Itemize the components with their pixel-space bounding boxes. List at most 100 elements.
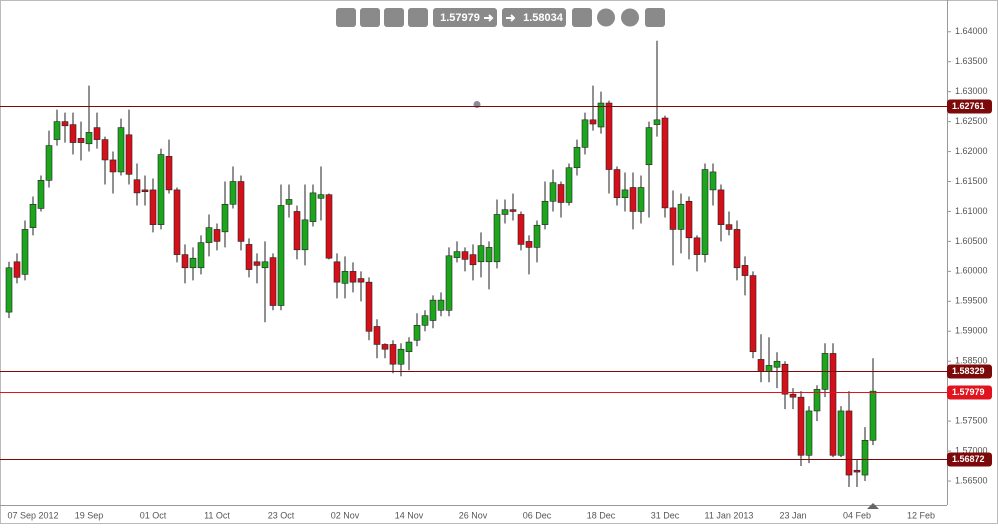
- candle-body: [5, 267, 13, 313]
- candle-body: [13, 261, 21, 278]
- candle-body: [237, 181, 245, 242]
- facebook-button[interactable]: [597, 8, 615, 27]
- candle-body: [789, 393, 797, 398]
- period-button[interactable]: [384, 8, 404, 27]
- candle-body: [189, 257, 197, 269]
- print-button[interactable]: [645, 8, 665, 27]
- candle-body: [749, 275, 757, 352]
- candle-body: [197, 242, 205, 269]
- candle-body: [125, 134, 133, 175]
- candle-body: [709, 171, 717, 191]
- x-tick-label: 07 Sep 2012: [7, 510, 58, 520]
- candle-body: [525, 241, 533, 248]
- level-label: 1.57979: [952, 387, 985, 397]
- candle-body: [141, 189, 149, 192]
- candle-button[interactable]: [408, 8, 428, 27]
- x-tick-label: 23 Jan: [779, 510, 806, 520]
- candle-body: [349, 271, 357, 283]
- x-tick-label: 11 Oct: [204, 510, 230, 520]
- candle-body: [45, 145, 53, 181]
- candle-body: [397, 348, 405, 365]
- candle-body: [293, 211, 301, 251]
- candle-body: [37, 180, 45, 209]
- candle-body: [373, 326, 381, 345]
- candle-body: [325, 194, 333, 259]
- candle-body: [261, 261, 269, 269]
- candle-body: [77, 138, 85, 143]
- y-tick-label: 1.62000: [955, 146, 988, 156]
- candle-body: [101, 139, 109, 161]
- candle-body: [845, 410, 853, 476]
- candle-body: [301, 219, 309, 251]
- candle-body: [621, 189, 629, 198]
- list-button[interactable]: [572, 8, 592, 27]
- zoom-button[interactable]: [336, 8, 356, 27]
- buy-price: 1.58034: [523, 12, 564, 24]
- candle-body: [541, 200, 549, 225]
- candle-body: [445, 255, 453, 311]
- candle-body: [69, 124, 77, 143]
- candle-body: [701, 169, 709, 255]
- candle-body: [533, 224, 541, 248]
- candle-body: [565, 167, 573, 203]
- candle-body: [165, 156, 173, 191]
- buy-button[interactable]: [502, 8, 566, 27]
- candle-body: [661, 117, 669, 209]
- sell-button[interactable]: [433, 8, 497, 27]
- x-tick-label: 18 Dec: [587, 510, 616, 520]
- candle-body: [365, 281, 373, 332]
- candle-body: [341, 271, 349, 284]
- candle-body: [733, 229, 741, 269]
- level-label-bg: [947, 452, 992, 467]
- candle-body: [797, 396, 805, 456]
- candle-body: [109, 159, 117, 173]
- candle-body: [437, 299, 445, 311]
- candle-body: [741, 265, 749, 276]
- level-label-bg: [947, 99, 992, 114]
- candle-body: [509, 209, 517, 212]
- candle-body: [29, 203, 37, 228]
- candle-body: [653, 119, 661, 125]
- scroll-marker[interactable]: [867, 503, 879, 509]
- candle-body: [333, 261, 341, 283]
- settings-button[interactable]: [360, 8, 380, 27]
- candle-body: [421, 315, 429, 326]
- candle-body: [693, 237, 701, 255]
- candle-body: [453, 251, 461, 258]
- candle-body: [597, 102, 605, 128]
- share-button[interactable]: [621, 8, 639, 27]
- y-tick-label: 1.64000: [955, 26, 988, 36]
- candle-body: [405, 341, 413, 352]
- candle-body: [253, 261, 261, 266]
- candle-body: [685, 200, 693, 239]
- candle-body: [245, 244, 253, 270]
- level-label-bg: [947, 385, 992, 400]
- x-tick-label: 23 Oct: [268, 510, 295, 520]
- candle-body: [837, 410, 845, 456]
- candle-body: [781, 363, 789, 395]
- arrow-icon: [506, 14, 516, 22]
- candle-body: [389, 344, 397, 365]
- candle-body: [157, 154, 165, 225]
- candle-body: [61, 121, 69, 127]
- candle-body: [549, 182, 557, 202]
- candle-body: [829, 353, 837, 456]
- candle-body: [277, 205, 285, 306]
- y-tick-label: 1.60000: [955, 266, 988, 276]
- candle-body: [869, 390, 877, 441]
- x-tick-label: 02 Nov: [331, 510, 360, 520]
- sell-price: 1.57979: [440, 12, 480, 24]
- candle-body: [285, 199, 293, 205]
- candle-body: [93, 127, 101, 140]
- candle-body: [757, 359, 765, 372]
- candle-body: [557, 184, 565, 203]
- level-label-bg: [947, 364, 992, 379]
- y-tick-label: 1.61500: [955, 176, 988, 186]
- candle-body: [469, 254, 477, 266]
- candle-body: [85, 132, 93, 145]
- y-tick-label: 1.61000: [955, 206, 988, 216]
- candle-body: [493, 214, 501, 263]
- candle-body: [725, 224, 733, 230]
